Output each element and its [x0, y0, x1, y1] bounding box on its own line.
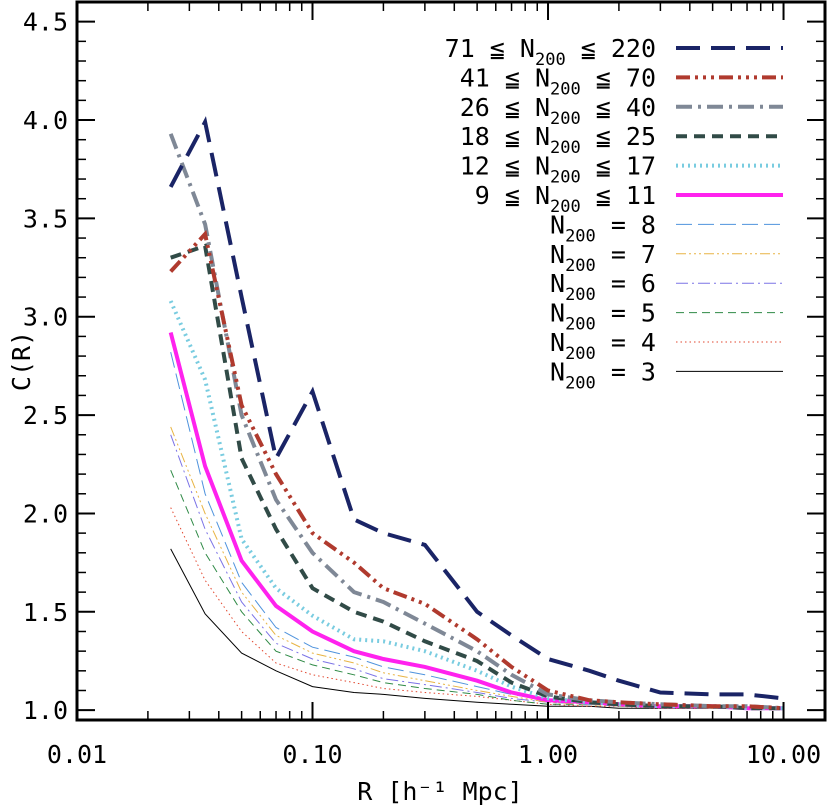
legend-entry: N200 = 3: [550, 357, 783, 393]
legend-entry: 41 ≦ N200 ≦ 70: [460, 63, 783, 99]
series-line-9: [170, 434, 784, 709]
legend-label: 18 ≦ N200 ≦ 25: [460, 122, 656, 158]
y-tick-label: 2.5: [23, 401, 68, 430]
legend-label: 71 ≦ N200 ≦ 220: [445, 34, 656, 70]
y-tick-label: 4.5: [23, 8, 68, 37]
plot-frame: [75, 0, 827, 722]
legend-entry: N200 = 7: [550, 240, 783, 276]
legend-label: 41 ≦ N200 ≦ 70: [460, 63, 656, 99]
legend-entry: 18 ≦ N200 ≦ 25: [460, 122, 783, 158]
legend-entry: 26 ≦ N200 ≦ 40: [460, 93, 783, 129]
legend-label: N200 = 8: [550, 210, 656, 246]
y-axis-title: C(R): [7, 331, 36, 391]
legend-label: N200 = 6: [550, 269, 656, 305]
x-tick-label: 1.00: [518, 740, 578, 769]
ticks-layer: [76, 2, 825, 720]
legend-entry: N200 = 6: [550, 269, 783, 305]
legend-label: 9 ≦ N200 ≦ 11: [475, 181, 656, 217]
x-tick-label: 10.00: [746, 740, 821, 769]
series-line-4: [170, 243, 784, 711]
y-tick-label: 3.0: [23, 303, 68, 332]
y-tick-label: 1.5: [23, 598, 68, 627]
x-tick-label: 0.01: [47, 740, 107, 769]
y-tick-label: 2.0: [23, 499, 68, 528]
legend-label: N200 = 5: [550, 299, 656, 335]
legend-label: N200 = 3: [550, 357, 656, 393]
legend-entry: N200 = 5: [550, 299, 783, 335]
legend-label: 26 ≦ N200 ≦ 40: [460, 93, 656, 129]
series-line-6: [168, 332, 784, 711]
series-layer: [168, 116, 784, 711]
x-tick-label: 0.10: [282, 740, 342, 769]
tick-labels-layer: 0.01 0.10 1.00 10.00 1.0 1.5 2.0 2.5 3.0 3.5 4.0 4.…: [23, 8, 821, 769]
y-tick-label: 4.0: [23, 106, 68, 135]
legend-entry: 9 ≦ N200 ≦ 11: [475, 181, 783, 217]
legend-label: 12 ≦ N200 ≦ 17: [460, 152, 656, 188]
series-line-7: [170, 351, 784, 709]
series-line-5: [168, 300, 784, 711]
legend-entry: 71 ≦ N200 ≦ 220: [445, 34, 783, 70]
series-line-1: [168, 116, 784, 701]
legend-entry: 12 ≦ N200 ≦ 17: [460, 152, 783, 188]
x-axis-title: R [h⁻¹ Mpc]: [357, 777, 523, 806]
legend-entry: N200 = 4: [550, 328, 783, 364]
y-tick-label: 1.0: [23, 696, 68, 725]
legend-label: N200 = 4: [550, 328, 656, 364]
series-line-11: [170, 507, 784, 709]
legend-entry: N200 = 8: [550, 210, 783, 246]
series-line-10: [170, 470, 784, 709]
series-line-12: [170, 548, 784, 709]
legend-label: N200 = 7: [550, 240, 656, 276]
y-tick-label: 3.5: [23, 204, 68, 233]
series-line-3: [168, 133, 784, 711]
series-line-2: [169, 229, 784, 711]
